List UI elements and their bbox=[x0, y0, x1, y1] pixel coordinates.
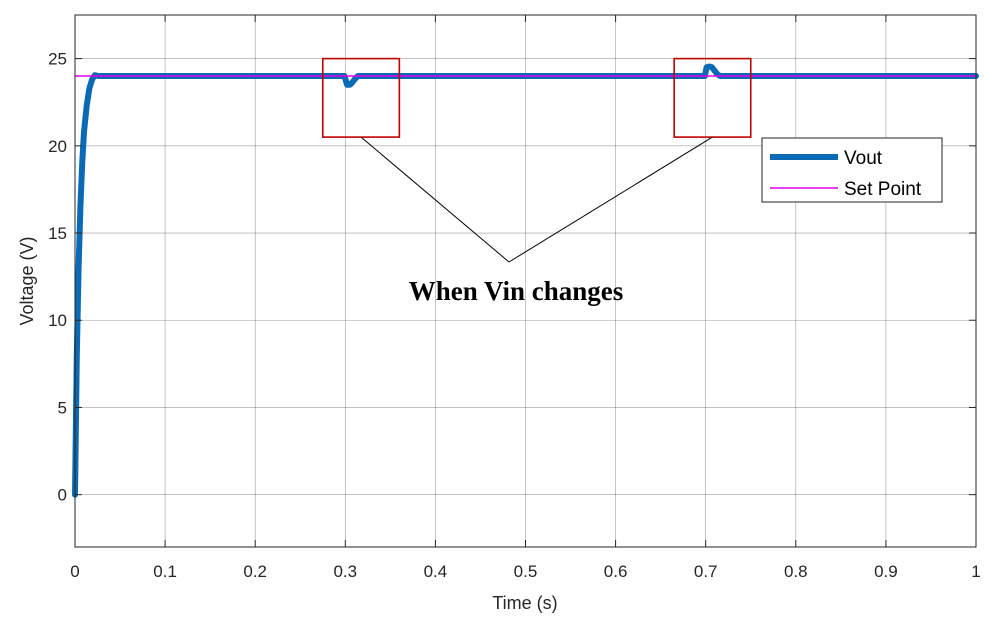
y-tick-label: 15 bbox=[48, 224, 67, 243]
x-tick-label: 1 bbox=[971, 562, 980, 581]
annotation-pointer bbox=[508, 136, 713, 263]
x-tick-label: 0.4 bbox=[424, 562, 448, 581]
x-tick-label: 0.8 bbox=[784, 562, 808, 581]
x-axis-label: Time (s) bbox=[492, 593, 557, 613]
x-tick-label: 0.9 bbox=[874, 562, 898, 581]
y-tick-label: 0 bbox=[58, 486, 67, 505]
legend-box bbox=[761, 137, 943, 203]
y-tick-label: 10 bbox=[48, 311, 67, 330]
annotation-layer: When Vin changes bbox=[321, 57, 752, 306]
legend-label: Vout bbox=[844, 148, 883, 169]
grid bbox=[75, 15, 976, 547]
y-tick-label: 5 bbox=[58, 398, 67, 417]
series-line-vout bbox=[72, 63, 979, 498]
x-tick-label: 0 bbox=[70, 562, 79, 581]
x-tick-label: 0.6 bbox=[604, 562, 628, 581]
y-tick-label: 20 bbox=[48, 137, 67, 156]
annotation-pointer bbox=[360, 136, 510, 263]
x-tick-label: 0.3 bbox=[333, 562, 357, 581]
y-axis-label: Voltage (V) bbox=[17, 236, 37, 325]
x-tick-label: 0.5 bbox=[514, 562, 538, 581]
plot-background bbox=[75, 15, 976, 547]
legend: Vout Set Point bbox=[761, 137, 943, 203]
annotation-label: When Vin changes bbox=[409, 276, 624, 306]
x-tick-label: 0.2 bbox=[243, 562, 267, 581]
series-layer bbox=[72, 63, 979, 498]
x-tick-label: 0.1 bbox=[153, 562, 177, 581]
legend-label: Set Point bbox=[844, 179, 922, 200]
x-tick-label: 0.7 bbox=[694, 562, 718, 581]
y-tick-label: 25 bbox=[48, 50, 67, 69]
